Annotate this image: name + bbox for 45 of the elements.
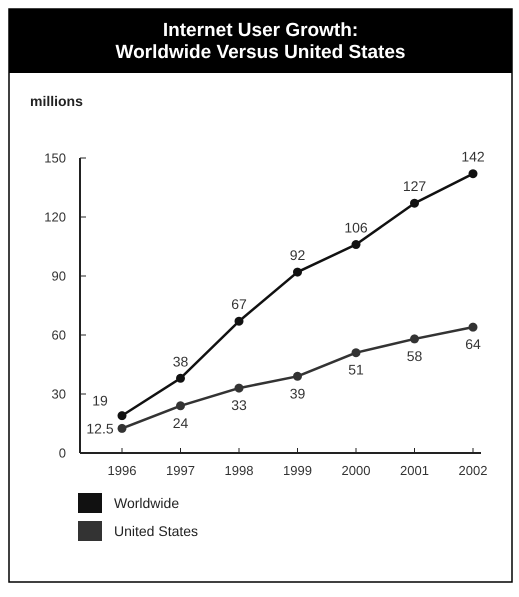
legend-label: United States	[114, 522, 198, 539]
y-tick-label: 60	[52, 328, 66, 343]
data-label: 142	[461, 148, 485, 165]
data-label: 67	[231, 296, 247, 312]
y-tick-label: 120	[44, 210, 66, 225]
data-label: 24	[172, 414, 188, 431]
data-label: 38	[172, 353, 188, 370]
y-tick-label: 0	[58, 446, 66, 461]
data-label: 39	[290, 385, 306, 402]
point	[176, 401, 185, 410]
x-tick-label: 1996	[108, 463, 136, 478]
data-label: 127	[402, 178, 426, 194]
data-label: 106	[344, 220, 368, 236]
point	[352, 348, 360, 358]
point	[293, 268, 302, 277]
y-tick-label: 30	[52, 386, 66, 402]
point	[234, 384, 244, 393]
point	[468, 169, 478, 178]
point	[468, 322, 478, 332]
point	[176, 374, 185, 383]
y-tick-label: 90	[52, 268, 66, 284]
data-label: 12.5	[86, 420, 114, 436]
data-label: 92	[290, 247, 306, 264]
x-tick-label: 2002	[458, 463, 488, 478]
legend-label: Worldwide	[114, 494, 180, 511]
data-label: 64	[465, 336, 481, 352]
x-tick-label: 1997	[166, 463, 195, 478]
point	[410, 334, 419, 344]
point	[234, 316, 244, 326]
data-label: 33	[231, 397, 247, 414]
point	[293, 372, 302, 381]
data-label: 58	[406, 348, 422, 364]
data-label: 51	[348, 362, 364, 378]
x-tick-label: 2000	[342, 463, 370, 478]
point	[410, 198, 419, 208]
point	[118, 411, 126, 420]
x-tick-label: 1999	[283, 463, 312, 478]
data-label: 19	[92, 392, 108, 409]
point	[352, 240, 360, 250]
y-axis-title: millions	[30, 93, 84, 109]
chart-title: Internet User Growth: Worldwide Versus United States	[115, 20, 406, 63]
point	[118, 424, 126, 433]
x-tick-label: 1998	[224, 463, 254, 478]
y-tick-label: 150	[44, 150, 66, 166]
x-tick-label: 2001	[400, 463, 429, 478]
